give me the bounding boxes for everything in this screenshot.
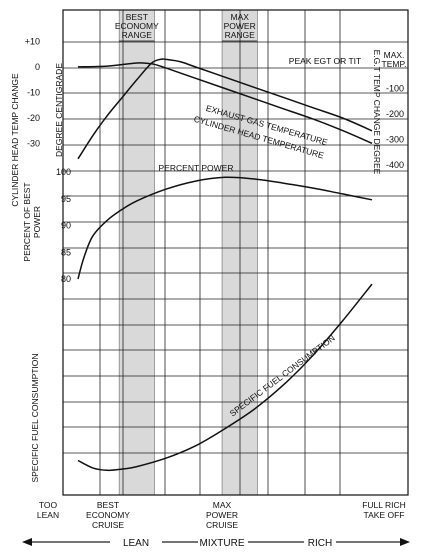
x-label-max_power-1: POWER (206, 510, 238, 520)
band-1-label-0: MAX (230, 12, 249, 22)
cht-unit-label: DEGREE CENTIGRADE (54, 63, 64, 157)
x-label-too_lean-0: TOO (39, 500, 58, 510)
x-label-best_economy-2: CRUISE (92, 520, 124, 530)
cht-tick-0: +10 (25, 37, 40, 47)
grid (63, 10, 408, 495)
band-1-label-1: POWER (224, 21, 256, 31)
x-label-too_lean-1: LEAN (37, 510, 59, 520)
egt-tick-1: -200 (386, 109, 404, 119)
percent-power-axis-label-2: POWER (32, 206, 42, 238)
plot-frame (62, 9, 409, 496)
pp-tick-2: 90 (61, 221, 71, 231)
pp-tick-3: 85 (61, 247, 71, 257)
percent-power-curve (77, 176, 373, 280)
x-label-best_economy-0: BEST (97, 500, 119, 510)
egt-curve (77, 62, 373, 144)
x-label-best_economy-1: ECONOMY (86, 510, 130, 520)
cht-tick-4: -30 (27, 139, 40, 149)
lean-arrow-head (22, 538, 32, 546)
egt-axis-label: E.G.T TEMP CHANGE DEGREE (372, 50, 382, 175)
max-temp-header-2: TEMP. (382, 59, 407, 69)
lean-label: LEAN (123, 538, 149, 549)
band-0-label-2: RANGE (122, 30, 153, 40)
pp-tick-1: 95 (61, 194, 71, 204)
egt-tick-2: -300 (386, 135, 404, 145)
x-label-full_rich-1: TAKE OFF (364, 510, 405, 520)
x-label-max_power-2: CRUISE (206, 520, 238, 530)
percent-power-axis-label-1: PERCENT OF BEST (22, 182, 32, 261)
sfc-curve (77, 283, 373, 472)
band-0-label-0: BEST (126, 12, 148, 22)
egt-tick-3: -400 (386, 160, 404, 170)
band-0 (118, 9, 155, 496)
x-label-max_power-0: MAX (213, 500, 232, 510)
cht-curve (77, 58, 373, 160)
x-label-full_rich-0: FULL RICH (362, 500, 406, 510)
pp-tick-4: 80 (61, 274, 71, 284)
rich-arrow-head (400, 538, 410, 546)
sfc-axis-label: SPECIFIC FUEL CONSUMPTION (30, 353, 40, 482)
max-temp-header-1: MAX. (384, 50, 405, 60)
cht-tick-1: 0 (35, 62, 40, 72)
pp-tick-0: 100 (56, 167, 71, 177)
peak-egt-label: PEAK EGT OR TIT (289, 56, 361, 66)
mixture-label: MIXTURE (200, 538, 245, 549)
rich-label: RICH (308, 538, 332, 549)
cht-axis-label: CYLINDER HEAD TEMP CHANGE (10, 73, 20, 207)
cht-tick-3: -20 (27, 113, 40, 123)
band-1-label-2: RANGE (225, 30, 256, 40)
cht-tick-2: -10 (27, 88, 40, 98)
egt-tick-0: -100 (386, 84, 404, 94)
percent-power-curve-label: PERCENT POWER (159, 163, 234, 173)
band-0-label-1: ECONOMY (115, 21, 159, 31)
